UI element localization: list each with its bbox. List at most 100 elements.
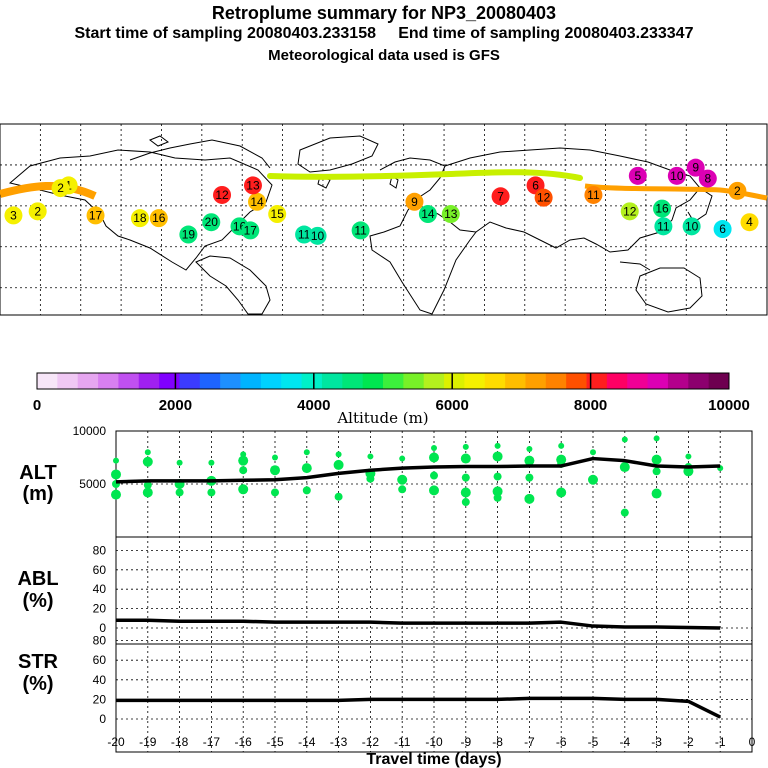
alt-cluster-point — [492, 486, 503, 497]
alt-tick-label: 5000 — [79, 477, 106, 491]
alt-cluster-point — [302, 486, 311, 495]
str-tick-label: 40 — [93, 673, 107, 687]
alt-cluster-point — [620, 508, 629, 517]
x-tick-label: -12 — [362, 735, 380, 749]
alt-cluster-point — [113, 457, 119, 464]
plume-marker-label: 2 — [57, 181, 64, 195]
plume-marker: 11 — [295, 225, 314, 244]
colorbar-title: Altitude (m) — [336, 409, 428, 427]
plume-marker-label: 12 — [537, 191, 551, 205]
x-tick-label: -5 — [588, 735, 599, 749]
plume-marker-label: 12 — [623, 204, 637, 218]
plume-marker-dot — [698, 169, 717, 188]
x-tick-label: -6 — [556, 735, 567, 749]
alt-cluster-point — [301, 463, 312, 474]
colorbar-cell — [545, 373, 567, 389]
abl-tick-label: 0 — [99, 621, 106, 635]
plume-marker-dot — [405, 192, 424, 211]
plume-marker: 11 — [654, 217, 673, 236]
plume-marker-dot — [130, 209, 149, 228]
plume-marker-dot — [740, 213, 759, 232]
colorbar-cell — [708, 373, 730, 389]
x-tick-label: -1 — [715, 735, 726, 749]
str-panel-unit: (%) — [22, 673, 53, 695]
plume-marker-label: 13 — [444, 207, 458, 221]
x-axis-title: Travel time (days) — [366, 751, 501, 768]
plume-marker: 10 — [308, 226, 327, 245]
vertical-gridlines — [147, 431, 721, 752]
sampling-times: Start time of sampling 20080403.233158 E… — [74, 25, 694, 42]
plume-marker-dot — [534, 188, 553, 207]
plume-band-west — [0, 181, 97, 200]
plume-marker-label: 2 — [34, 204, 41, 218]
plume-marker: 10 — [667, 166, 686, 185]
colorbar-cell — [118, 373, 140, 389]
abl-tick-label: 60 — [93, 563, 107, 577]
x-tick-label: -13 — [330, 735, 348, 749]
alt-cluster-point — [653, 435, 660, 442]
alt-cluster-point — [462, 443, 469, 450]
plume-marker-label: 12 — [215, 188, 229, 202]
alt-cluster-point — [526, 446, 533, 453]
alt-cluster-point — [460, 487, 471, 498]
x-tick-label: -10 — [425, 735, 443, 749]
plume-marker-dot — [213, 185, 232, 204]
plume-marker-dot — [4, 206, 23, 225]
colorbar-cell — [403, 373, 425, 389]
alt-cluster-point — [175, 488, 184, 497]
alt-cluster-point — [270, 465, 280, 476]
colorbar-cell — [444, 373, 465, 389]
colorbar-cell — [240, 373, 262, 389]
plume-marker-label: 8 — [704, 172, 711, 186]
alt-cluster-point — [493, 493, 502, 502]
alt-cluster-point — [303, 449, 310, 456]
plume-marker-label: 9 — [411, 195, 418, 209]
alt-cluster-point — [238, 484, 249, 495]
alt-cluster-point — [525, 473, 534, 482]
plume-marker-label: 20 — [205, 215, 219, 229]
colorbar-tick-label: 10000 — [708, 397, 750, 414]
alt-cluster-point — [494, 442, 501, 449]
plume-marker-dot — [682, 217, 701, 236]
alt-cluster-point — [272, 454, 278, 461]
alt-cluster-point — [493, 472, 502, 481]
x-ticks: -20 -19 -18 -17 -16 -15 -14 -13 -12 -11 -10 -9 -8 -7-… — [107, 735, 755, 749]
colorbar-cell — [362, 373, 384, 389]
alt-cluster-point — [208, 459, 215, 466]
plume-marker: 19 — [179, 225, 198, 244]
colorbar-cell — [179, 373, 201, 389]
plume-marker: 20 — [202, 213, 221, 232]
alt-cluster-point — [335, 451, 342, 458]
x-tick-label: -17 — [203, 735, 221, 749]
plume-marker-dot — [243, 176, 262, 195]
plume-marker-label: 5 — [634, 169, 641, 183]
plume-markers: 3212171816192016171514131211101191413761… — [4, 158, 759, 245]
plume-marker: 2 — [28, 202, 47, 221]
colorbar-cell — [220, 373, 241, 389]
plume-marker: 15 — [268, 205, 287, 224]
abl-tick-label: 20 — [93, 602, 107, 616]
colorbar-tick-label: 6000 — [436, 397, 469, 414]
plume-marker-label: 19 — [182, 228, 196, 242]
plume-marker-dot — [351, 221, 370, 240]
abl-yticks: 80 60 40 20 0 — [93, 543, 752, 635]
plume-marker-label: 11 — [354, 223, 367, 237]
plume-marker: 13 — [243, 176, 262, 195]
plume-marker-dot — [667, 166, 686, 185]
alt-cluster-point — [399, 455, 406, 462]
colorbar-cell — [98, 373, 119, 389]
plume-marker-label: 6 — [532, 178, 539, 192]
alt-cluster-point — [685, 453, 692, 460]
alt-cluster-point — [524, 455, 535, 466]
plume-marker-label: 16 — [152, 211, 166, 225]
plume-marker-label: 17 — [244, 223, 258, 237]
colorbar-cell — [525, 373, 547, 389]
colorbar-cell — [627, 373, 648, 389]
x-tick-label: -14 — [298, 735, 316, 749]
plume-band-upper — [267, 169, 583, 181]
plume-marker-label: 15 — [271, 207, 285, 221]
alt-cluster-point — [240, 451, 247, 458]
colorbar-cell — [586, 373, 608, 389]
